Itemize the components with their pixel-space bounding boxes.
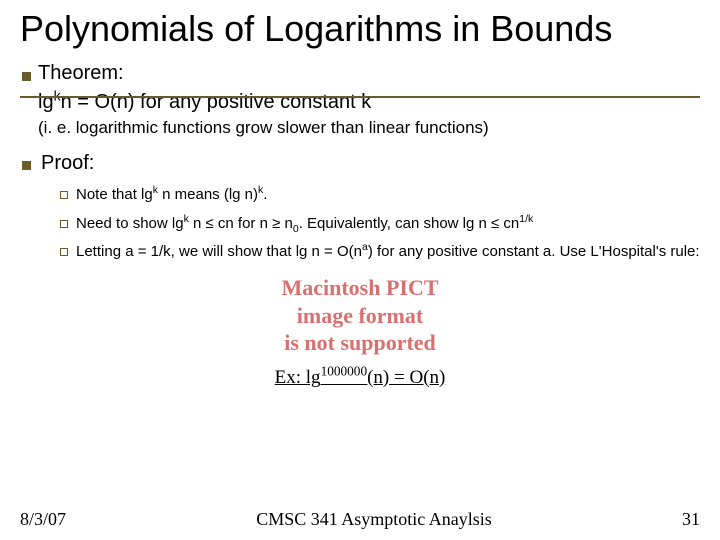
bullet-hollow-icon: [60, 191, 68, 199]
example-line: Ex: lg1000000(n) = O(n): [20, 367, 700, 389]
pict-unsupported-message: Macintosh PICT image format is not suppo…: [20, 274, 700, 357]
footer-page: 31: [682, 509, 700, 530]
footer-date: 8/3/07: [20, 509, 66, 530]
bullet-hollow-icon: [60, 220, 68, 228]
list-item: Letting a = 1/k, we will show that lg n …: [60, 242, 700, 262]
sub-text: Need to show lgk n ≤ cn for n ≥ n0. Equi…: [76, 214, 533, 234]
pict-line: image format: [20, 302, 700, 330]
footer-title: CMSC 341 Asymptotic Anaylsis: [256, 509, 492, 530]
proof-label: Proof:: [41, 152, 94, 175]
theorem-label: Theorem:: [38, 62, 124, 85]
proof-row: Proof:: [22, 152, 700, 175]
title-underline: [20, 96, 700, 98]
proof-sublist: Note that lgk n means (lg n)k. Need to s…: [60, 185, 700, 262]
bullet-icon: [22, 161, 31, 170]
theorem-note: (i. e. logarithmic functions grow slower…: [38, 118, 700, 138]
pict-line: is not supported: [20, 329, 700, 357]
sub-text: Letting a = 1/k, we will show that lg n …: [76, 242, 700, 262]
theorem-statement: lgkn = O(n) for any positive constant k: [38, 91, 700, 114]
sub-text: Note that lgk n means (lg n)k.: [76, 185, 267, 205]
list-item: Need to show lgk n ≤ cn for n ≥ n0. Equi…: [60, 214, 700, 234]
footer: 8/3/07 CMSC 341 Asymptotic Anaylsis 31: [20, 509, 700, 530]
bullet-hollow-icon: [60, 248, 68, 256]
pict-line: Macintosh PICT: [20, 274, 700, 302]
slide: Polynomials of Logarithms in Bounds Theo…: [0, 0, 720, 540]
bullet-icon: [22, 72, 31, 81]
list-item: Note that lgk n means (lg n)k.: [60, 185, 700, 205]
slide-title: Polynomials of Logarithms in Bounds: [20, 8, 700, 49]
